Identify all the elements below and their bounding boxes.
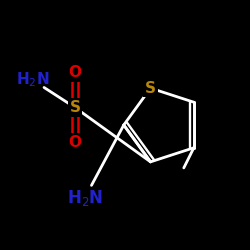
Text: S: S <box>70 100 80 115</box>
Text: H$_2$N: H$_2$N <box>16 71 49 89</box>
Text: O: O <box>68 65 82 80</box>
Text: S: S <box>145 81 156 96</box>
Text: O: O <box>68 135 82 150</box>
Text: H$_2$N: H$_2$N <box>67 188 103 208</box>
